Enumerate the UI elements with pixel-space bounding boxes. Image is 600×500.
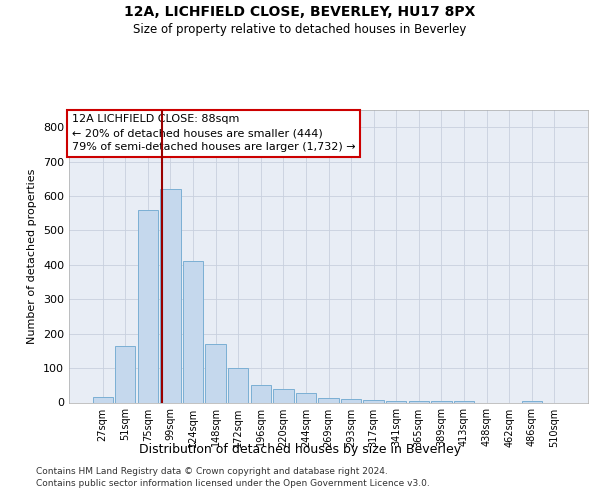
Bar — [341, 399, 361, 402]
Text: Contains public sector information licensed under the Open Government Licence v3: Contains public sector information licen… — [36, 479, 430, 488]
Bar — [183, 262, 203, 402]
Text: Distribution of detached houses by size in Beverley: Distribution of detached houses by size … — [139, 442, 461, 456]
Bar — [319, 398, 338, 402]
Bar — [115, 346, 136, 403]
Bar — [273, 390, 293, 402]
Bar — [92, 398, 113, 402]
Bar — [364, 400, 384, 402]
Bar — [138, 210, 158, 402]
Bar — [386, 401, 406, 402]
Bar — [521, 401, 542, 402]
Text: 12A LICHFIELD CLOSE: 88sqm
← 20% of detached houses are smaller (444)
79% of sem: 12A LICHFIELD CLOSE: 88sqm ← 20% of deta… — [71, 114, 355, 152]
Y-axis label: Number of detached properties: Number of detached properties — [28, 168, 37, 344]
Bar — [296, 393, 316, 402]
Bar — [409, 401, 429, 402]
Bar — [431, 401, 452, 402]
Text: Contains HM Land Registry data © Crown copyright and database right 2024.: Contains HM Land Registry data © Crown c… — [36, 468, 388, 476]
Bar — [251, 386, 271, 402]
Bar — [205, 344, 226, 403]
Bar — [160, 189, 181, 402]
Text: 12A, LICHFIELD CLOSE, BEVERLEY, HU17 8PX: 12A, LICHFIELD CLOSE, BEVERLEY, HU17 8PX — [124, 5, 476, 19]
Bar — [228, 368, 248, 402]
Text: Size of property relative to detached houses in Beverley: Size of property relative to detached ho… — [133, 22, 467, 36]
